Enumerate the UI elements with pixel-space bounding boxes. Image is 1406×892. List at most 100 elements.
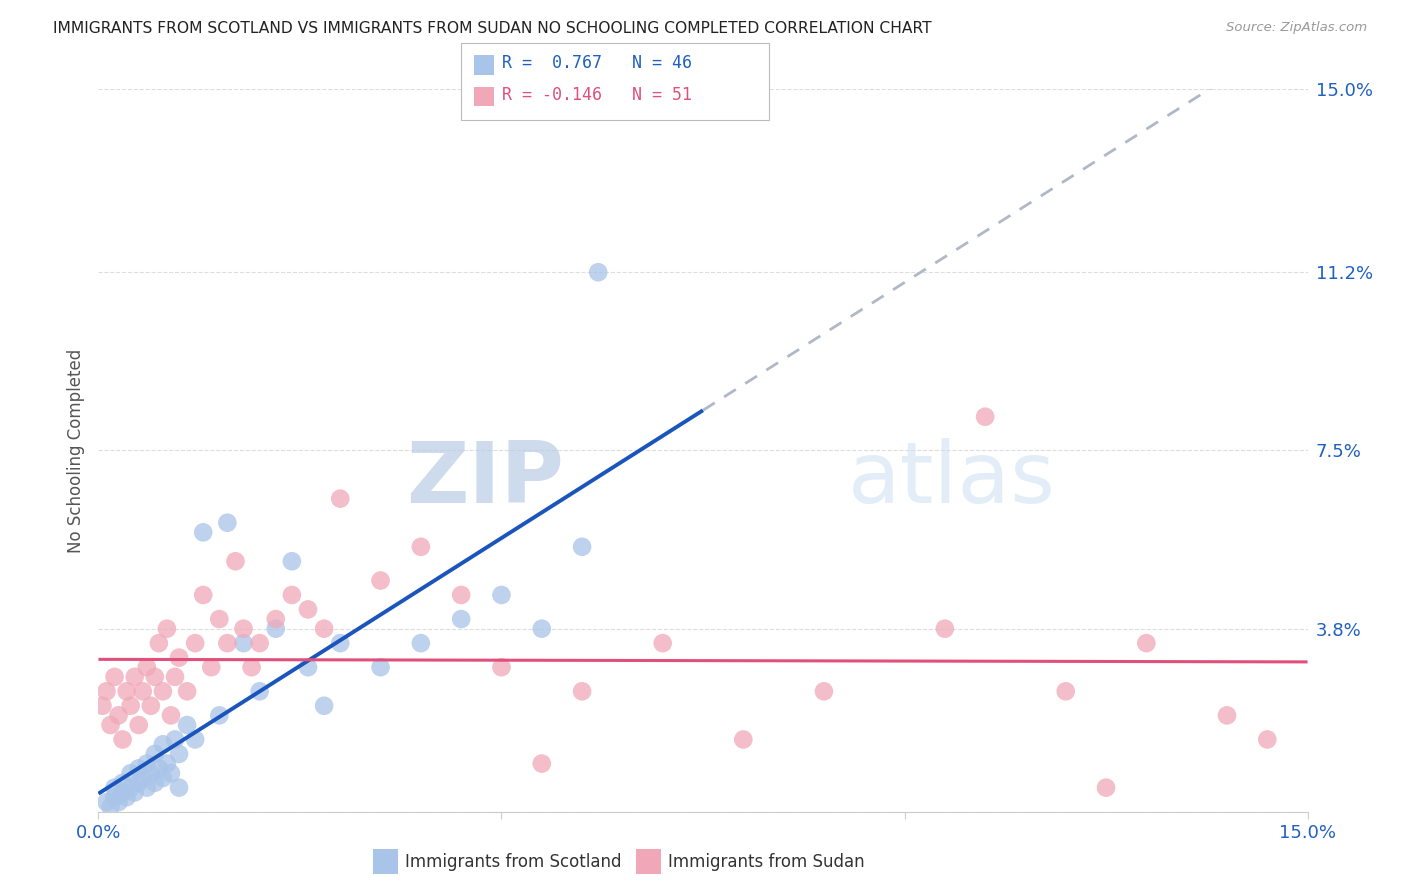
Point [240, 660, 263, 674]
Point [329, 636, 352, 650]
Point [249, 684, 271, 698]
Point [450, 588, 472, 602]
Point [163, 670, 186, 684]
Point [120, 698, 142, 713]
Point [176, 718, 198, 732]
Point [143, 670, 166, 684]
Point [163, 732, 186, 747]
Point [193, 588, 215, 602]
Point [1135, 636, 1157, 650]
Point [217, 516, 239, 530]
Point [152, 684, 174, 698]
Point [107, 795, 129, 809]
Point [934, 622, 956, 636]
Point [249, 636, 271, 650]
Point [224, 554, 246, 568]
Point [128, 761, 150, 775]
Point [281, 554, 304, 568]
Text: Immigrants from Sudan: Immigrants from Sudan [668, 853, 865, 871]
Point [132, 771, 155, 785]
Point [135, 660, 157, 674]
Point [156, 756, 179, 771]
Point [139, 698, 162, 713]
Text: Source: ZipAtlas.com: Source: ZipAtlas.com [1226, 21, 1367, 35]
Point [370, 574, 392, 588]
Point [115, 790, 138, 805]
Point [96, 795, 118, 809]
Point [91, 698, 114, 713]
Point [103, 790, 125, 805]
Point [813, 684, 835, 698]
Point [264, 622, 287, 636]
Point [297, 602, 319, 616]
Point [370, 660, 392, 674]
Point [100, 800, 122, 814]
Point [314, 622, 336, 636]
Point [167, 747, 190, 761]
Point [139, 766, 162, 780]
Point [176, 684, 198, 698]
Y-axis label: No Schooling Completed: No Schooling Completed [66, 349, 84, 552]
Point [297, 660, 319, 674]
Point [184, 732, 207, 747]
Point [1216, 708, 1239, 723]
Point [148, 636, 170, 650]
Point [111, 776, 134, 790]
Point [152, 737, 174, 751]
Point [409, 636, 432, 650]
Point [491, 660, 513, 674]
Point [96, 684, 118, 698]
Point [135, 756, 157, 771]
Point [143, 747, 166, 761]
Point [491, 588, 513, 602]
Point [132, 684, 155, 698]
Point [107, 708, 129, 723]
Point [450, 612, 472, 626]
Point [571, 540, 593, 554]
Point [974, 409, 997, 424]
Point [571, 684, 593, 698]
Point [120, 780, 142, 795]
Point [111, 785, 134, 799]
Text: R =  0.767   N = 46: R = 0.767 N = 46 [502, 54, 692, 72]
Point [208, 612, 231, 626]
Point [135, 780, 157, 795]
Point [148, 761, 170, 775]
Point [1095, 780, 1118, 795]
Point [160, 708, 183, 723]
Point [100, 718, 122, 732]
Point [111, 732, 134, 747]
Point [193, 525, 215, 540]
Point [160, 766, 183, 780]
Point [329, 491, 352, 506]
Point [103, 780, 125, 795]
Point [124, 670, 146, 684]
Point [200, 660, 222, 674]
Point [314, 698, 336, 713]
Point [208, 708, 231, 723]
Point [232, 636, 254, 650]
Point [1054, 684, 1077, 698]
Point [530, 756, 553, 771]
Point [124, 785, 146, 799]
Point [115, 684, 138, 698]
Point [143, 776, 166, 790]
Point [651, 636, 673, 650]
Point [128, 718, 150, 732]
Point [264, 612, 287, 626]
Text: IMMIGRANTS FROM SCOTLAND VS IMMIGRANTS FROM SUDAN NO SCHOOLING COMPLETED CORRELA: IMMIGRANTS FROM SCOTLAND VS IMMIGRANTS F… [53, 21, 932, 37]
Point [530, 622, 553, 636]
Text: R = -0.146   N = 51: R = -0.146 N = 51 [502, 86, 692, 103]
Point [586, 265, 609, 279]
Point [409, 540, 432, 554]
Point [217, 636, 239, 650]
Point [184, 636, 207, 650]
Point [167, 650, 190, 665]
Point [232, 622, 254, 636]
Text: atlas: atlas [848, 438, 1056, 521]
Point [1256, 732, 1278, 747]
Text: Immigrants from Scotland: Immigrants from Scotland [405, 853, 621, 871]
Point [156, 622, 179, 636]
Point [128, 776, 150, 790]
Point [281, 588, 304, 602]
